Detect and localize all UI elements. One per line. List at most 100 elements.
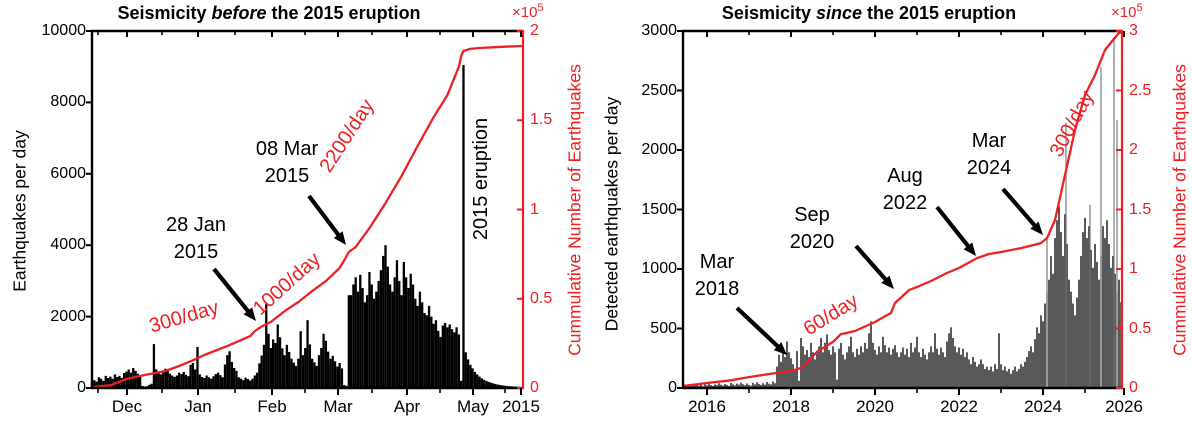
bar — [726, 384, 728, 388]
bar — [696, 383, 698, 388]
bar — [352, 284, 355, 388]
annotation-arrow-head — [333, 231, 346, 245]
x-tick-label: Feb — [257, 397, 287, 416]
bar — [1024, 361, 1026, 388]
bar — [1066, 244, 1068, 388]
chart-title: Seismicity since the 2015 eruption — [722, 4, 1016, 22]
bar — [407, 288, 410, 388]
bar — [1072, 303, 1074, 388]
bar — [441, 325, 444, 388]
bar — [816, 353, 818, 388]
annotation-arrow-shaft — [1001, 187, 1040, 231]
annotation-line2: 2015 — [264, 165, 310, 187]
bar — [1034, 339, 1036, 388]
tall-spike — [1100, 66, 1102, 388]
bar — [404, 277, 408, 388]
bar — [310, 358, 314, 388]
y-tick-label: 1500 — [641, 200, 677, 218]
bar — [1012, 370, 1014, 388]
bar — [870, 321, 872, 388]
bar — [322, 333, 325, 388]
y2-tick-label: 1 — [1129, 260, 1138, 277]
bar — [340, 368, 344, 388]
bar — [294, 365, 298, 388]
bar — [760, 384, 762, 388]
bar — [888, 347, 890, 388]
bar — [388, 284, 392, 388]
bar — [139, 375, 142, 388]
annotation-line2: 2022 — [882, 192, 928, 214]
bar — [278, 337, 282, 388]
bar — [230, 361, 234, 388]
annotation-line2: 2015 — [173, 241, 219, 263]
bar — [1086, 238, 1088, 388]
y-tick-label: 0 — [668, 379, 677, 396]
date-annotation: Aug 2022 — [883, 163, 928, 217]
bar — [281, 348, 284, 388]
bar — [996, 368, 998, 388]
bar — [850, 336, 852, 388]
bar — [457, 334, 461, 388]
bar — [228, 351, 231, 388]
bar — [155, 369, 158, 388]
bar — [824, 342, 826, 388]
bar — [990, 366, 992, 388]
bar — [874, 349, 876, 388]
bar — [822, 352, 824, 388]
bar — [910, 342, 912, 388]
bar — [1060, 232, 1062, 388]
bar — [858, 354, 860, 388]
bar — [856, 348, 858, 388]
bar — [800, 338, 802, 388]
bar — [1082, 232, 1084, 388]
bar — [462, 64, 465, 388]
y2-axis-label: Cummulative Number of Earthquakes — [1169, 64, 1190, 356]
bar — [992, 371, 994, 388]
bar — [349, 295, 353, 388]
bar — [317, 355, 321, 388]
bar — [166, 370, 169, 388]
annotation-line1: 08 Mar — [255, 138, 319, 160]
bar — [986, 366, 988, 388]
bar — [466, 359, 470, 388]
bar — [980, 359, 982, 388]
bar — [940, 347, 942, 388]
bar — [402, 261, 405, 388]
bar — [333, 361, 337, 388]
bar — [324, 340, 328, 388]
bar — [714, 384, 716, 388]
tall-spike — [1113, 39, 1115, 388]
bar — [398, 280, 401, 388]
bar — [808, 357, 810, 388]
bar — [251, 378, 254, 388]
bar — [207, 377, 211, 388]
bar — [1070, 291, 1072, 388]
bar — [984, 368, 986, 388]
bar — [221, 377, 224, 388]
bar — [255, 372, 259, 388]
bar — [1030, 346, 1032, 388]
bar — [790, 358, 792, 388]
bar — [936, 348, 938, 388]
bar — [998, 333, 1000, 388]
bar — [1058, 205, 1060, 388]
y2-tick-label: 1 — [530, 200, 539, 218]
bar — [972, 357, 974, 388]
bar — [1006, 371, 1008, 388]
bar — [1076, 297, 1078, 388]
exponent-power: 5 — [1136, 2, 1143, 14]
bar — [1108, 244, 1110, 388]
y2-tick-label: 0 — [1129, 379, 1138, 396]
bar — [104, 375, 107, 388]
bar — [882, 336, 884, 388]
bar — [184, 374, 188, 388]
bar — [354, 277, 357, 388]
bar — [338, 363, 341, 388]
bar — [1084, 217, 1086, 388]
bar — [237, 377, 240, 388]
x-tick-label: Dec — [111, 397, 143, 416]
bar — [423, 313, 426, 388]
y-tick-label: 6000 — [50, 164, 86, 182]
